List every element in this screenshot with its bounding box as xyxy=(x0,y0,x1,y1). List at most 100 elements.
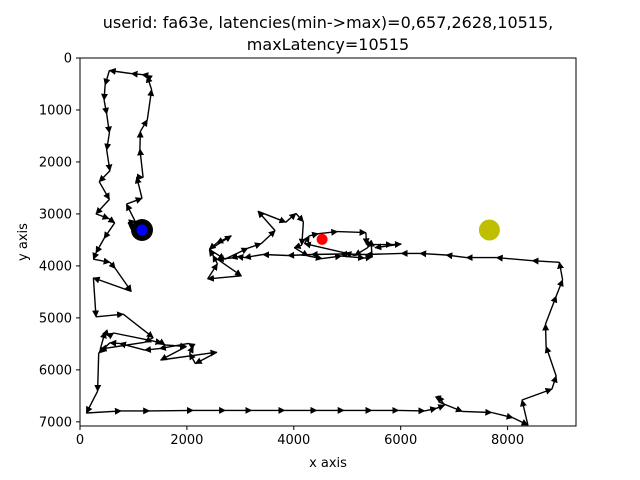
path-segment xyxy=(86,407,122,415)
path-segment xyxy=(322,253,343,261)
path-segment xyxy=(101,84,109,101)
target-marker xyxy=(478,219,500,241)
path-segment xyxy=(134,176,143,199)
path-segment xyxy=(293,247,309,257)
x-tick-label: 0 xyxy=(76,433,84,448)
path-segment xyxy=(130,70,143,78)
path-segment xyxy=(230,253,239,260)
path-segment xyxy=(122,313,154,339)
path-segment xyxy=(208,248,226,260)
path-segment xyxy=(105,113,112,134)
path-segment xyxy=(462,408,493,416)
y-tick-label: 6000 xyxy=(39,363,72,378)
path-segment xyxy=(434,395,442,403)
path-segment xyxy=(118,341,145,351)
path-segment xyxy=(102,99,109,115)
y-tick-label: 3000 xyxy=(39,207,72,222)
path-segment xyxy=(187,342,196,350)
path-segment xyxy=(544,295,558,325)
path-segment xyxy=(107,216,116,224)
path-segment xyxy=(104,132,112,151)
path-segment xyxy=(257,210,287,224)
path-segment xyxy=(92,277,100,318)
path-segment xyxy=(512,417,529,426)
path-segment xyxy=(95,238,105,254)
path-segment xyxy=(160,349,218,361)
path-segment xyxy=(236,253,245,261)
path-segment xyxy=(555,279,564,297)
path-segment xyxy=(98,181,111,201)
path-segment xyxy=(354,247,368,257)
path-segment xyxy=(94,353,102,392)
plot-frame xyxy=(79,57,577,427)
path-segment xyxy=(207,274,242,282)
x-tick-label: 8000 xyxy=(491,433,524,448)
path-segment xyxy=(310,250,341,258)
y-axis-label: y axis xyxy=(16,223,31,261)
path-segment xyxy=(303,241,346,254)
path-segment xyxy=(113,332,163,345)
path-segment xyxy=(424,406,438,414)
path-segment xyxy=(531,257,560,265)
y-axis-ticks: 0 1000 2000 3000 4000 5000 6000 7000 xyxy=(39,52,80,430)
path-segment xyxy=(98,170,111,183)
path-segment xyxy=(243,253,263,260)
path-segment xyxy=(98,342,111,354)
trajectory-markers xyxy=(131,219,500,245)
path-segment xyxy=(367,239,375,258)
path-segment xyxy=(303,235,310,244)
path-segment xyxy=(149,406,194,414)
path-segment xyxy=(491,411,514,420)
path-segment xyxy=(398,407,426,415)
chart-title-line-2: maxLatency=10515 xyxy=(247,35,409,54)
path-segment xyxy=(364,254,373,262)
y-tick-label: 4000 xyxy=(39,259,72,274)
path-segment xyxy=(285,212,297,223)
path-segment xyxy=(207,263,218,280)
path-segment xyxy=(374,243,402,251)
plot-area xyxy=(85,67,564,426)
path-segment xyxy=(295,212,304,223)
x-axis-label: x axis xyxy=(309,456,347,471)
path-segment xyxy=(141,72,149,80)
path-segment xyxy=(362,232,370,246)
path-segment xyxy=(521,387,553,401)
path-segment xyxy=(557,261,564,281)
path-segment xyxy=(137,148,145,178)
path-segment xyxy=(344,251,355,258)
x-tick-label: 6000 xyxy=(384,433,417,448)
path-segment xyxy=(542,323,550,347)
y-tick-label: 7000 xyxy=(39,415,72,430)
path-segment xyxy=(103,70,111,86)
path-segment xyxy=(127,219,136,227)
trajectory-path xyxy=(85,67,564,426)
path-segment xyxy=(95,198,110,215)
endpoint-marker xyxy=(316,233,328,245)
path-segment xyxy=(92,276,132,293)
path-segment xyxy=(298,221,306,246)
path-segment xyxy=(247,242,262,249)
path-segment xyxy=(109,339,120,347)
path-segment xyxy=(114,268,132,292)
path-segment xyxy=(438,401,463,413)
chart-title-line-1: userid: fa63e, latencies(min->max)=0,657… xyxy=(103,13,554,32)
path-segment xyxy=(495,254,533,262)
y-tick-label: 2000 xyxy=(39,155,72,170)
y-tick-label: 0 xyxy=(64,52,72,67)
x-tick-label: 2000 xyxy=(170,433,203,448)
path-segment xyxy=(139,119,148,132)
path-segment xyxy=(308,254,323,261)
path-segment xyxy=(194,351,218,365)
path-segment xyxy=(318,228,339,236)
path-segment xyxy=(293,242,303,249)
path-segment xyxy=(217,258,242,277)
path-segment xyxy=(550,375,558,390)
path-segment xyxy=(136,130,144,150)
path-segment xyxy=(93,257,111,265)
path-segment xyxy=(126,197,143,205)
x-tick-label: 4000 xyxy=(277,433,310,448)
path-segment xyxy=(95,213,110,220)
path-segment xyxy=(92,252,100,260)
y-tick-label: 5000 xyxy=(39,311,72,326)
start-inner-marker xyxy=(136,224,148,236)
